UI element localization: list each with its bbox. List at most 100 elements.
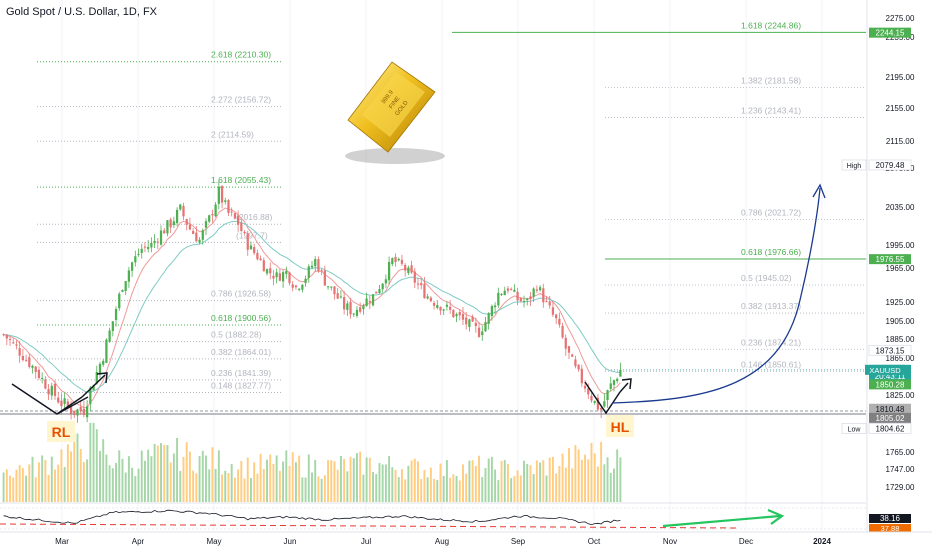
candle-body [24,359,28,361]
candle-body [249,245,253,250]
volume-bar [503,460,506,502]
volume-bar [487,458,490,502]
candle-body [192,231,195,234]
candle-body [179,204,182,210]
symbol-title: Gold Spot / U.S. Dollar, 1D, FX [6,6,158,18]
candle-body [172,221,175,226]
candle-body [497,292,500,306]
candle-body [44,379,47,389]
candle-body [558,318,561,325]
candle-body [458,311,461,316]
volume-bar [57,464,60,502]
volume-bar [462,464,464,502]
volume-bar [73,432,76,502]
candle-body [227,199,230,213]
volume-bar [311,472,313,502]
x-tick-label: Jul [361,537,371,546]
volume-bar [76,433,79,502]
candle-body [37,369,41,379]
volume-bar [82,462,85,502]
candle-body [92,385,95,391]
candle-body [359,307,362,312]
candle-body [538,287,542,291]
candle-body [285,271,288,274]
symbol-badge-box [865,364,905,375]
volume-bar [613,468,615,502]
candle-body [137,253,140,255]
volume-bar [214,468,217,502]
fib-left-label: (1997.7) [236,230,268,240]
candle-body [41,377,44,379]
volume-bar [468,460,471,502]
volume-bar [455,476,458,502]
fib-left-label: 0.618 (1900.56) [211,313,271,323]
volume-bar [490,456,493,502]
volume-bar [121,458,124,502]
candle-body [487,313,490,324]
candle-body [134,256,137,263]
volume-bar [417,461,419,502]
volume-bar [243,478,246,502]
volume-bar [278,470,281,502]
candle-body [365,298,368,307]
candle-body [150,242,153,248]
candle-body [15,344,18,346]
volume-bar [571,468,574,502]
candle-body [76,409,79,416]
candle-body [404,264,407,271]
volume-bar [497,480,500,502]
volume-bar [433,478,436,502]
candle-body [339,296,343,298]
candle-body [317,259,320,272]
volume-bar [127,456,130,502]
fib-right-label: 1.236 (2143.41) [741,106,801,116]
volume-bar [561,453,564,502]
volume-bar [359,451,362,502]
candle-body [580,368,583,384]
oscillator-trendline [0,523,741,529]
volume-bar [227,473,230,502]
fib-right-label: 0.236 (1874.21) [741,337,801,347]
volume-bar [262,469,265,502]
candle-body [587,388,590,395]
volume-bar [346,471,349,502]
volume-bar [256,473,259,502]
candle-body [545,301,548,303]
y-tick-label: 2195.00 [886,73,915,82]
volume-bar [163,444,166,502]
x-tick-label: 2024 [813,537,831,546]
candle-body [2,334,5,336]
volume-bar [548,457,551,502]
volume-bar [529,465,532,502]
volume-bar [539,462,542,502]
rl-arrow-head [96,372,108,384]
volume-bar [526,463,529,502]
volume-bar [558,466,561,502]
volume-bar [410,460,413,502]
volume-bar [147,449,150,502]
volume-bar [166,445,169,502]
volume-bar [500,460,503,502]
green-trend-arrow [662,514,781,528]
candle-body [275,272,278,278]
candle-body [532,288,535,297]
volume-bar [153,443,156,502]
volume-bar [143,460,146,502]
rl-arrow-shaft [81,374,106,398]
volume-bar [12,477,15,502]
volume-bar [564,467,567,502]
price-label-text: 1804.62 [876,424,905,433]
candle-body [21,355,25,361]
candle-body [423,283,426,299]
candle-body [130,262,134,271]
y-tick-label: 1965.00 [886,264,915,273]
price-label-text: 1976.55 [876,255,905,264]
volume-bar [600,441,603,502]
candle-body [343,297,346,310]
candle-body [34,366,37,372]
hl-arrow-shaft [619,382,629,393]
candle-body [278,273,281,281]
volume-bar [169,462,172,502]
